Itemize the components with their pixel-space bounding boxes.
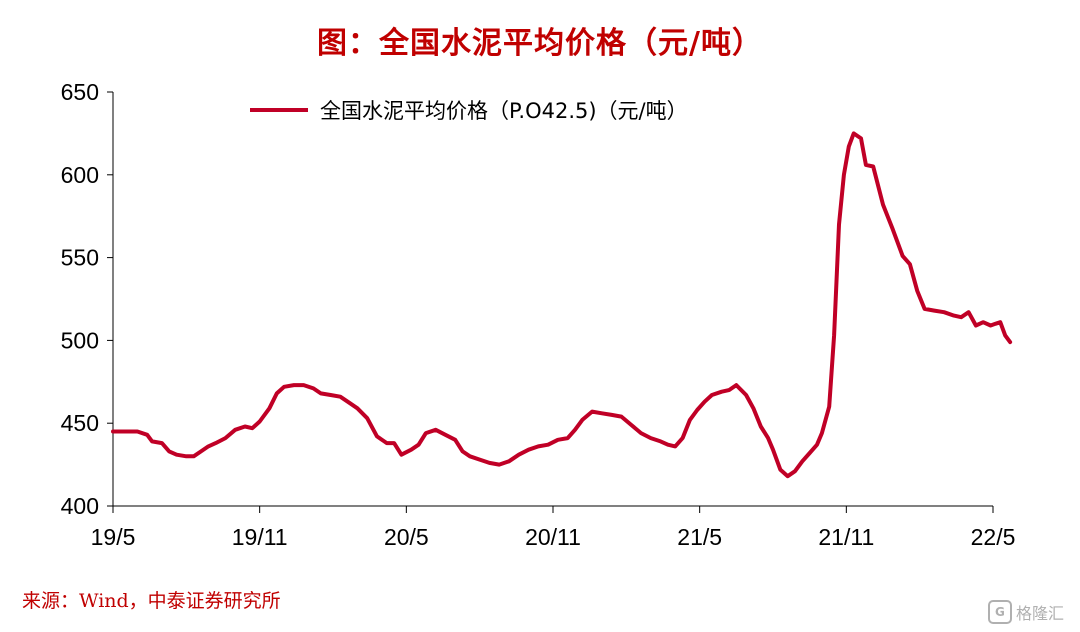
tick-labels: 400 450 500 550 600 650 19/5 19/11 20/5 20/11 21/5… xyxy=(61,79,1016,550)
y-tick-label: 500 xyxy=(61,327,99,353)
x-tick-label: 19/5 xyxy=(91,524,136,550)
plot-area xyxy=(111,131,1013,479)
legend-label: 全国水泥平均价格（P.O42.5)（元/吨） xyxy=(320,99,688,123)
y-tick-label: 650 xyxy=(61,79,99,105)
watermark-text: 格隆汇 xyxy=(1015,604,1064,623)
x-tick-label: 20/5 xyxy=(384,524,429,550)
y-tick-label: 400 xyxy=(61,493,99,519)
x-tick-label: 19/11 xyxy=(232,524,288,550)
y-tick-label: 550 xyxy=(61,245,99,271)
y-tick-label: 450 xyxy=(61,410,99,436)
x-tick-label: 20/11 xyxy=(525,524,581,550)
source-note: 来源：Wind，中泰证券研究所 xyxy=(22,590,281,612)
x-tick-label: 21/5 xyxy=(677,524,722,550)
x-tick-label: 21/11 xyxy=(818,524,874,550)
watermark-logo-icon: G xyxy=(987,600,1012,624)
chart-title: 图：全国水泥平均价格（元/吨） xyxy=(317,26,763,61)
chart-legend: 全国水泥平均价格（P.O42.5)（元/吨） xyxy=(250,99,688,123)
series-line xyxy=(111,131,1013,479)
y-tick-label: 600 xyxy=(61,162,99,188)
x-tick-label: 22/5 xyxy=(971,524,1016,550)
chart-axes xyxy=(107,91,994,513)
watermark: G 格隆汇 xyxy=(987,600,1064,624)
